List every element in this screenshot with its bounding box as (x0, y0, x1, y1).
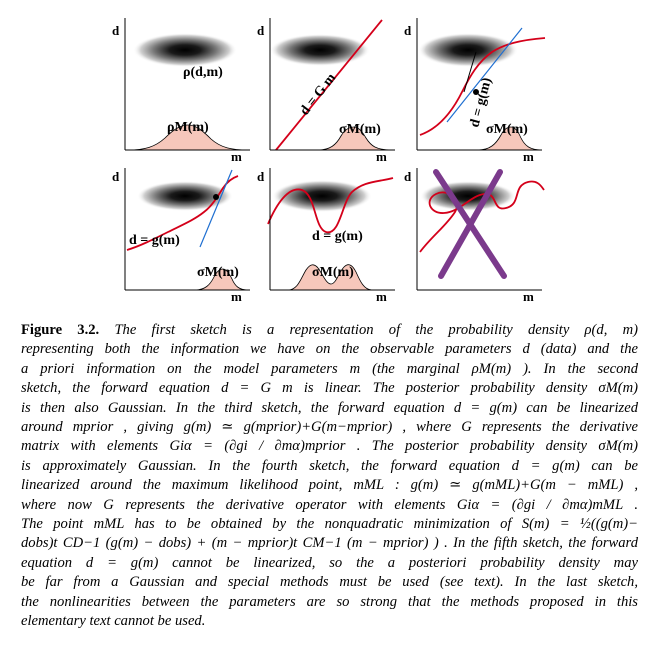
panel-5: d m d = g(m) σM(m) (257, 168, 395, 304)
caption-lead: Figure 3.2. (21, 322, 100, 338)
caption-line: a priori information on the model parame… (21, 360, 638, 377)
marginal-label: σM(m) (312, 265, 354, 280)
joint-density-blob (272, 180, 372, 212)
prior-marginal (127, 124, 249, 151)
d-axis-label: d (404, 23, 412, 38)
cross-stroke-b (438, 169, 503, 279)
density-label: ρ(d,m) (183, 65, 223, 80)
panel-3: d m d = g(m) σM(m) (404, 18, 546, 164)
joint-density-blob (420, 181, 516, 211)
curve-label: d = g(m) (312, 229, 363, 244)
joint-density-blob (137, 181, 233, 211)
m-axis-label: m (376, 289, 387, 304)
caption-line: representing both the information we hav… (21, 341, 638, 358)
marginal-label: ρM(m) (167, 120, 209, 135)
caption-line: equation d = g(m) cannot be linearized, … (21, 554, 638, 571)
posterior-marginal (477, 126, 543, 151)
caption-line: The point mML has to be obtained by the … (21, 516, 638, 533)
curve-label: d = g(m) (129, 233, 180, 248)
caption-line: is approximately Gaussian. In the fourth… (21, 457, 638, 474)
caption-line: sketch, the forward equation d = G m is … (21, 380, 638, 397)
caption-line: matrix with elements Giα = (∂gi / ∂mα)mp… (21, 438, 638, 455)
caption-line: be far from a Gaussian and special metho… (21, 574, 638, 591)
forward-nonlinear-curve (267, 177, 394, 233)
forward-tangled-curve (419, 180, 545, 253)
posterior-marginal (194, 268, 249, 291)
prior-drop-line (463, 51, 477, 93)
d-axis-label: d (257, 169, 265, 184)
posterior-marginal (287, 264, 373, 291)
caption-line: the nonlinearities between the parameter… (21, 593, 638, 610)
panel-6: d m (404, 168, 545, 304)
posterior-marginal (317, 126, 393, 151)
joint-density-blob (418, 33, 518, 67)
m-axis-label: m (231, 149, 242, 164)
m-axis-label: m (231, 289, 242, 304)
joint-density-blob (270, 34, 370, 66)
caption-line: elementary text cannot be used. (21, 613, 206, 630)
d-axis-label: d (112, 169, 120, 184)
forward-nonlinear-curve (419, 37, 546, 136)
d-axis-label: d (112, 23, 120, 38)
d-axis-label: d (404, 169, 412, 184)
panel-1: d m ρ(d,m) ρM(m) (112, 18, 250, 164)
marginal-label: σM(m) (339, 122, 381, 137)
linearization-line (199, 169, 233, 248)
figure-caption: Figure 3.2. The first sketch is a repres… (21, 321, 638, 632)
forward-linear-line (275, 19, 383, 151)
linearization-line (446, 27, 523, 123)
caption-line: Figure 3.2. The first sketch is a repres… (21, 322, 638, 338)
figure-sketches: d m ρ(d,m) ρM(m) d m d = G m σM(m) d m d… (112, 18, 546, 304)
caption-line: linearized around the maximum likelihood… (21, 477, 638, 494)
prior-point (473, 89, 479, 95)
curve-label: d = G m (297, 70, 339, 118)
ml-point (213, 194, 219, 200)
caption-line: where now G represents the derivative op… (21, 496, 638, 513)
m-axis-label: m (523, 289, 534, 304)
marginal-label: σM(m) (197, 265, 239, 280)
caption-line: is then also Gaussian. In the third sket… (21, 399, 638, 416)
panel-4: d m d = g(m) σM(m) (112, 168, 250, 304)
panel-2: d m d = G m σM(m) (257, 18, 395, 164)
m-axis-label: m (376, 149, 387, 164)
joint-density-blob (133, 33, 237, 67)
m-axis-label: m (523, 149, 534, 164)
marginal-label: σM(m) (486, 122, 528, 137)
d-axis-label: d (257, 23, 265, 38)
caption-line: around mprior , giving g(m) ≃ g(mprior)+… (21, 419, 638, 436)
caption-line: dobs)t CD−1 (g(m) − dobs) + (m − mprior)… (21, 535, 638, 552)
